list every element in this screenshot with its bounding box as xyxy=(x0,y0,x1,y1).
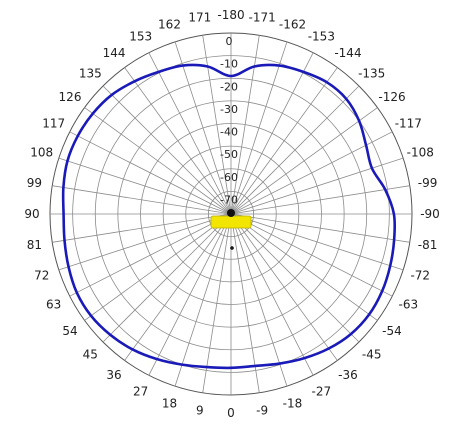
angle-tick-label: -144 xyxy=(334,46,361,60)
grid-spoke xyxy=(202,35,232,215)
angle-tick-label: -27 xyxy=(312,384,332,398)
angle-tick-label: -54 xyxy=(382,324,402,338)
angle-tick-label: 9 xyxy=(196,404,204,418)
grid-spoke xyxy=(230,213,260,393)
angle-tick-label: 81 xyxy=(27,238,42,252)
grid-spoke xyxy=(124,213,232,361)
angle-tick-label: -72 xyxy=(410,268,430,282)
grid-spoke xyxy=(84,213,232,321)
angle-tick-label: 153 xyxy=(129,30,152,44)
grid-spoke xyxy=(230,85,360,215)
grid-spoke xyxy=(230,213,410,243)
angle-tick-label: 90 xyxy=(24,207,39,221)
angle-tick-label: -135 xyxy=(358,66,385,80)
grid-spoke xyxy=(124,67,232,215)
angle-tick-label: 45 xyxy=(83,348,98,362)
angle-tick-label: -99 xyxy=(418,176,438,190)
grid-spoke xyxy=(230,185,410,215)
grid-spoke xyxy=(58,213,232,271)
angle-tick-label: -153 xyxy=(308,30,335,44)
grid-spoke xyxy=(174,213,232,387)
polar-grid xyxy=(49,32,413,396)
grid-spoke xyxy=(230,213,404,271)
grid-spoke xyxy=(230,35,260,215)
angle-tick-label: 144 xyxy=(103,46,126,60)
angle-tick-label: 72 xyxy=(34,268,49,282)
angle-tick-label: 63 xyxy=(46,297,61,311)
grid-spoke xyxy=(230,41,288,215)
angle-tick-label: -63 xyxy=(399,297,419,311)
angle-tick-label: -36 xyxy=(338,368,358,382)
radial-tick-label: -60 xyxy=(220,171,238,184)
radial-tick-labels: 0-10-20-30-40-50-60-70-80 xyxy=(220,35,238,229)
grid-spoke xyxy=(52,185,232,215)
grid-spoke xyxy=(148,52,232,215)
angle-tick-label: 171 xyxy=(188,10,211,24)
grid-spoke xyxy=(102,85,232,215)
angle-tick-label: -81 xyxy=(418,238,438,252)
angle-tick-label: -162 xyxy=(279,18,306,32)
antenna-center-dot xyxy=(227,209,235,217)
angle-tick-label: -171 xyxy=(249,10,276,24)
angle-tick-label: 27 xyxy=(133,384,148,398)
grid-spoke xyxy=(84,107,232,215)
angle-tick-label: 36 xyxy=(106,368,121,382)
angle-tick-label: -45 xyxy=(362,348,382,362)
radial-tick-label: 0 xyxy=(226,35,233,48)
grid-spoke xyxy=(58,157,232,215)
grid-spoke xyxy=(230,213,314,376)
angle-tick-label: 162 xyxy=(158,18,181,32)
angle-tick-label: 54 xyxy=(62,324,77,338)
grid-spoke xyxy=(202,213,232,393)
angle-tick-label: -117 xyxy=(395,117,422,131)
angle-tick-label: 108 xyxy=(30,146,53,160)
grid-spoke xyxy=(230,157,404,215)
grid-spoke xyxy=(102,213,232,343)
radial-tick-label: -70 xyxy=(220,193,238,206)
grid-spoke xyxy=(69,131,232,215)
radial-tick-label: -30 xyxy=(220,103,238,116)
angle-tick-label: 135 xyxy=(79,66,102,80)
angle-tick-label: -9 xyxy=(256,404,268,418)
angle-tick-label: 18 xyxy=(162,396,177,410)
grid-spoke xyxy=(230,213,393,297)
radial-tick-label: -10 xyxy=(220,58,238,71)
antenna-marker xyxy=(210,209,252,250)
grid-spoke xyxy=(230,107,378,215)
grid-spoke xyxy=(69,213,232,297)
grid-spoke xyxy=(230,213,378,321)
angle-tick-label: 99 xyxy=(27,176,42,190)
grid-spoke xyxy=(230,213,338,361)
grid-spoke xyxy=(230,67,338,215)
angle-tick-label: -90 xyxy=(420,207,440,221)
radial-tick-label: -40 xyxy=(220,126,238,139)
grid-spoke xyxy=(230,131,393,215)
antenna-body xyxy=(210,215,252,229)
angle-tick-label: -18 xyxy=(283,396,303,410)
angle-tick-label: 126 xyxy=(59,90,82,104)
grid-spoke xyxy=(174,41,232,215)
grid-spoke xyxy=(148,213,232,376)
antenna-feed-dot xyxy=(230,246,234,250)
grid-spoke xyxy=(52,213,232,243)
angle-tick-label: -108 xyxy=(407,146,434,160)
radial-tick-label: -50 xyxy=(220,148,238,161)
grid-spoke xyxy=(230,213,288,387)
radial-tick-label: -20 xyxy=(220,80,238,93)
grid-spoke xyxy=(230,52,314,215)
angle-tick-label: -180 xyxy=(217,8,244,22)
angle-tick-label: 0 xyxy=(227,406,235,420)
angle-tick-label: -126 xyxy=(378,90,405,104)
grid-spoke xyxy=(230,213,360,343)
series-layer xyxy=(61,63,397,370)
angle-tick-label: 117 xyxy=(42,117,65,131)
